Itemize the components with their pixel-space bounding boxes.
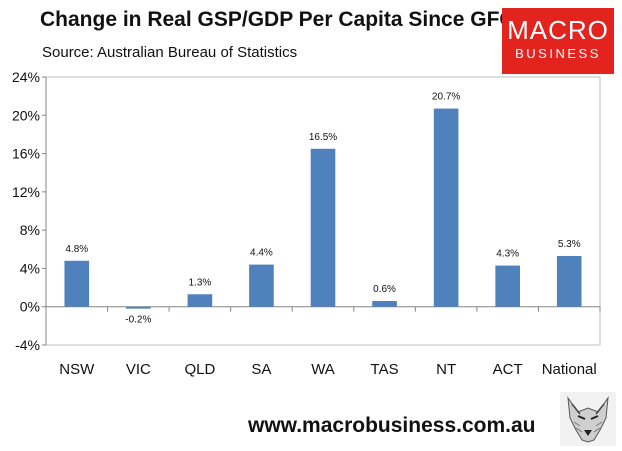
bar-qld <box>187 294 213 307</box>
x-tick-label: VIC <box>126 361 151 378</box>
x-tick-label: ACT <box>493 361 523 378</box>
y-tick-label: 8% <box>20 222 40 238</box>
x-tick-label: QLD <box>184 361 215 378</box>
wolf-icon <box>560 392 616 446</box>
y-tick-label: 20% <box>12 107 40 123</box>
x-tick-label: WA <box>311 361 335 378</box>
x-tick-label: NT <box>436 361 456 378</box>
bar-nsw <box>64 260 90 307</box>
bar-nt <box>433 108 459 307</box>
y-tick-label: -4% <box>15 337 40 353</box>
bar-wa <box>310 148 336 307</box>
chart-title: Change in Real GSP/GDP Per Capita Since … <box>40 8 515 31</box>
x-tick-label: NSW <box>59 361 95 378</box>
data-label: 4.8% <box>65 244 88 255</box>
bar-vic <box>126 306 151 309</box>
x-tick-label: TAS <box>371 361 399 378</box>
data-label: 5.3% <box>558 239 581 250</box>
y-tick-label: 12% <box>12 184 40 200</box>
website-url: www.macrobusiness.com.au <box>248 414 536 437</box>
x-tick-label: National <box>542 361 597 378</box>
data-label: 4.4% <box>250 248 273 259</box>
logo-line-1: MACRO <box>507 15 609 45</box>
y-tick-label: 0% <box>20 299 40 315</box>
y-tick-label: 4% <box>20 260 40 276</box>
bar-act <box>495 265 520 307</box>
logo-line-2: BUSINESS <box>515 46 601 61</box>
data-label: 20.7% <box>432 92 460 103</box>
data-label: -0.2% <box>125 315 151 326</box>
data-label: 1.3% <box>188 277 211 288</box>
bar-national <box>556 255 582 307</box>
bar-sa <box>249 264 274 307</box>
x-tick-label: SA <box>251 361 271 378</box>
data-label: 16.5% <box>309 132 337 143</box>
macrobusiness-logo: MACRO BUSINESS <box>502 8 614 74</box>
data-label: 4.3% <box>496 249 519 260</box>
bar-tas <box>372 300 397 307</box>
y-tick-label: 16% <box>12 146 40 162</box>
chart-subtitle: Source: Australian Bureau of Statistics <box>42 44 298 61</box>
data-label: 0.6% <box>373 284 396 295</box>
y-tick-label: 24% <box>12 69 40 85</box>
